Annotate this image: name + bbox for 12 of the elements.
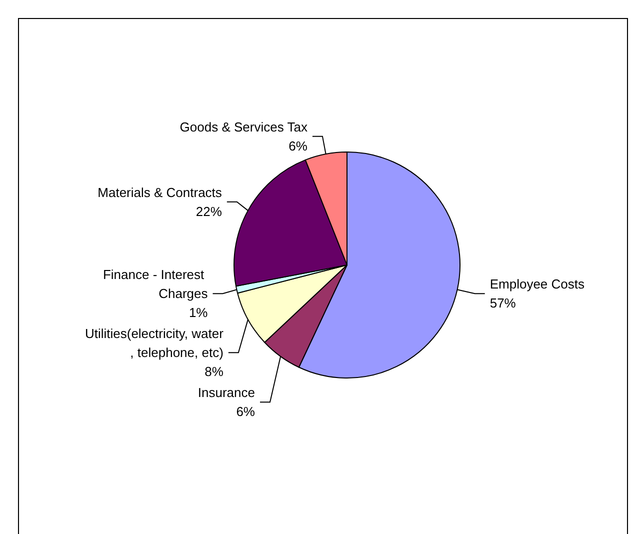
slice-label: Employee Costs <box>490 276 585 292</box>
data-label: 57% <box>490 296 516 311</box>
data-label: 8% <box>204 364 224 380</box>
data-label: 1% <box>188 305 208 320</box>
slice-label: Goods & Services Tax <box>180 119 308 134</box>
data-label: 6% <box>288 138 308 154</box>
data-label: 22% <box>196 204 222 219</box>
slice-label: Utilities(electricity, water, telephone, etc) <box>84 326 224 360</box>
slice-label: Finance - Interest Charges <box>102 267 208 302</box>
data-label: 6% <box>236 404 256 420</box>
slice-label: Materials & Contracts <box>98 184 222 200</box>
slice-label: Insurance <box>198 385 255 400</box>
